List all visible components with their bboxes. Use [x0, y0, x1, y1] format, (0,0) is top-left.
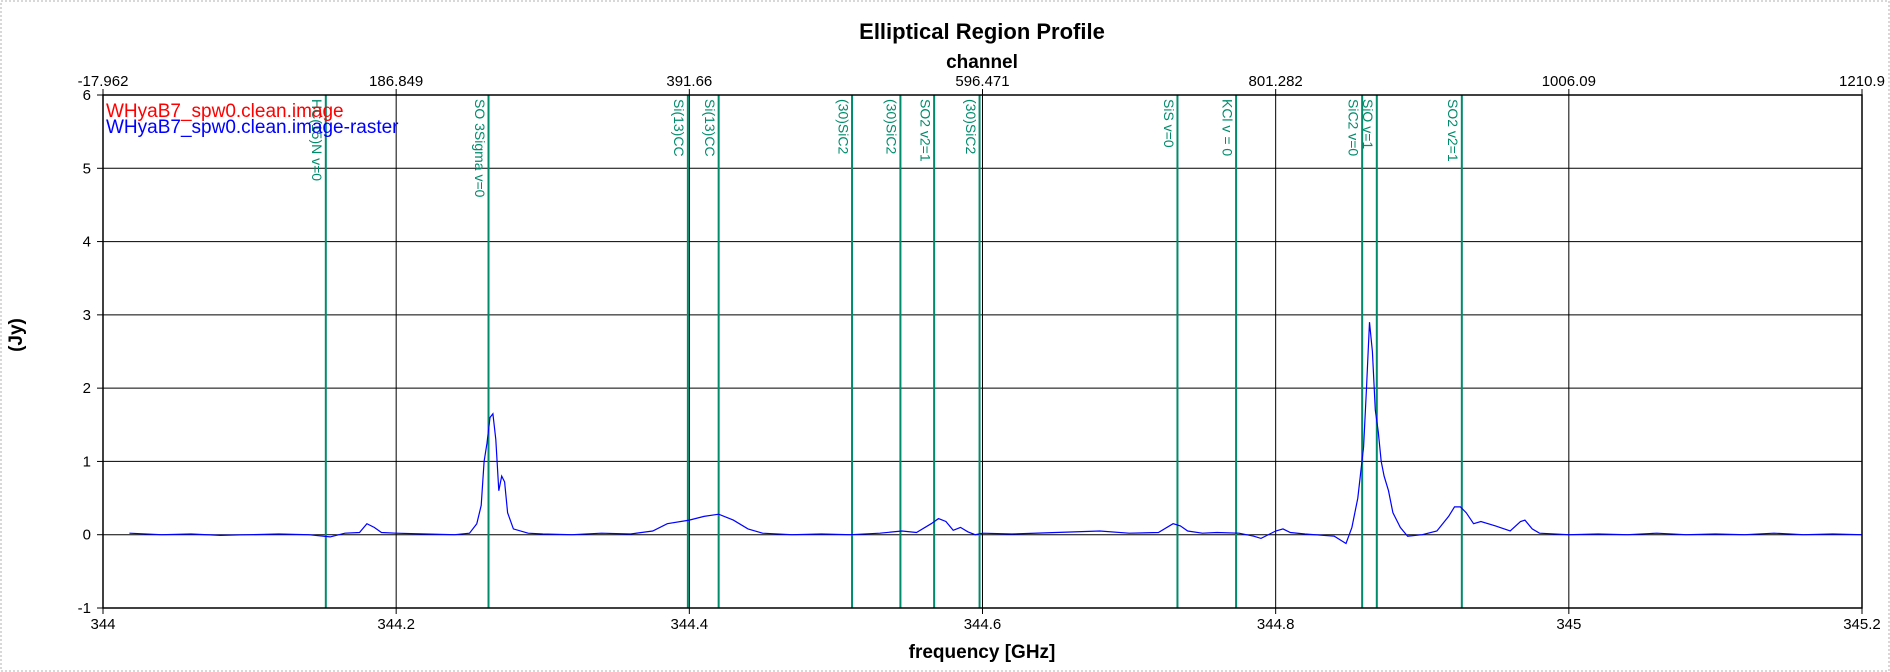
y-tick-label: 6: [83, 87, 91, 104]
x-tick-label: 345.2: [1843, 616, 1881, 633]
line-marker-label: SO2 v2=1: [1445, 99, 1461, 162]
y-tick-label: 4: [83, 234, 91, 251]
y-axis-title: (Jy): [6, 318, 27, 352]
chart-title: Elliptical Region Profile: [859, 19, 1105, 44]
line-marker-label: (30)SiC2: [835, 99, 851, 154]
y-tick-label: 0: [83, 527, 91, 544]
y-tick-label: -1: [78, 600, 91, 617]
x-tick-label: 345: [1556, 616, 1581, 633]
line-marker-label: SiO v=1: [1360, 99, 1376, 149]
x2-tick-label: -17.962: [78, 73, 129, 90]
legend: WHyaB7_spw0.clean.imageWHyaB7_spw0.clean…: [106, 101, 399, 138]
y-tick-label: 1: [83, 453, 91, 470]
line-marker-label: KCl v = 0: [1219, 99, 1235, 156]
x2-tick-label: 801.282: [1249, 73, 1303, 90]
y-tick-label: 3: [83, 307, 91, 324]
line-marker-label: HC(15)N v=0: [309, 99, 325, 181]
line-marker-label: SO2 v2=1: [917, 99, 933, 162]
x-tick-label: 344: [90, 616, 115, 633]
line-markers: HC(15)N v=0 SO 3Sigma v=0 Si(13)CC Si(13)CC…: [309, 95, 1463, 608]
x-tick-label: 344.2: [377, 616, 415, 633]
line-marker-label: SiS v=0: [1161, 99, 1177, 148]
x-axis-title: frequency [GHz]: [909, 642, 1056, 663]
y-tick-label: 2: [83, 380, 91, 397]
series-lines: [129, 322, 1863, 545]
x-tick-label: 344.8: [1257, 616, 1295, 633]
y-tick-label: 5: [83, 160, 91, 177]
line-marker-label: (30)SiC2: [963, 99, 979, 154]
x2-tick-label: 596.471: [955, 73, 1009, 90]
line-marker-label: Si(13)CC: [702, 99, 718, 157]
x-tick-label: 344.4: [671, 616, 709, 633]
x2-tick-label: 391.66: [666, 73, 712, 90]
legend-entry: WHyaB7_spw0.clean.image-raster: [106, 117, 399, 138]
legend-entry: WHyaB7_spw0.clean.image: [106, 101, 344, 122]
x2-tick-label: 1006.09: [1542, 73, 1596, 90]
x2-tick-label: 186.849: [369, 73, 423, 90]
x2-axis-title: channel: [946, 52, 1018, 73]
line-marker-label: SO 3Sigma v=0: [472, 99, 488, 198]
line-marker-label: SiC2 v=0: [1345, 99, 1361, 156]
series-line: [129, 322, 1863, 545]
x-tick-label: 344.6: [964, 616, 1002, 633]
line-marker-label: (30)SiC2: [884, 99, 900, 154]
line-marker-label: Si(13)CC: [671, 99, 687, 157]
x2-tick-label: 1210.9: [1839, 73, 1885, 90]
